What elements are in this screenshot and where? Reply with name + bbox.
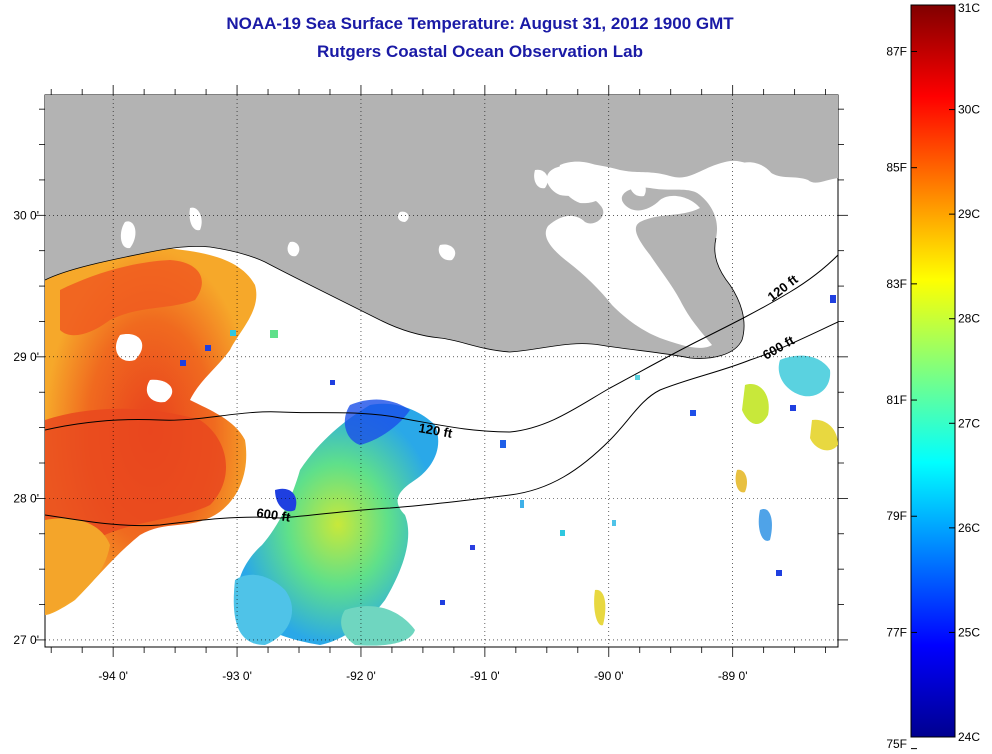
colorbar-label-f: 81F bbox=[886, 393, 907, 407]
colorbar-label-c: 25C bbox=[958, 625, 980, 639]
lat-label: 28 0' bbox=[13, 491, 39, 505]
colorbar-celsius-labels: 31C 30C 29C 28C 27C 26C 25C 24C bbox=[958, 1, 980, 744]
colorbar-label-f: 77F bbox=[886, 625, 907, 639]
chart-title: NOAA-19 Sea Surface Temperature: August … bbox=[226, 14, 734, 33]
contour-label-shallow: 120 ft bbox=[417, 420, 454, 441]
lon-label: -89 0' bbox=[718, 669, 748, 683]
colorbar-label-c: 24C bbox=[958, 730, 980, 744]
chart-subtitle: Rutgers Coastal Ocean Observation Lab bbox=[317, 42, 643, 61]
colorbar-label-f: 87F bbox=[886, 44, 907, 58]
sst-scattered-pixels bbox=[180, 295, 836, 605]
colorbar-label-c: 26C bbox=[958, 521, 980, 535]
contour-120ft bbox=[45, 254, 838, 433]
colorbar-label-c: 31C bbox=[958, 1, 980, 15]
sst-east-region bbox=[594, 355, 838, 626]
land-mass bbox=[45, 95, 838, 359]
colorbar-label-c: 29C bbox=[958, 207, 980, 221]
lat-label: 27 0' bbox=[13, 633, 39, 647]
colorbar bbox=[910, 4, 956, 738]
coastline bbox=[45, 237, 745, 359]
latitude-labels: 30 0' 29 0' 28 0' 27 0' bbox=[13, 208, 39, 647]
lon-label: -94 0' bbox=[98, 669, 128, 683]
sst-warm-region bbox=[45, 248, 257, 615]
colorbar-fahrenheit-labels: 87F 85F 83F 81F 79F 77F 75F bbox=[886, 44, 907, 751]
lon-label: -90 0' bbox=[594, 669, 624, 683]
colorbar-label-f: 83F bbox=[886, 277, 907, 291]
colorbar-label-c: 28C bbox=[958, 312, 980, 326]
lat-label: 29 0' bbox=[13, 350, 39, 364]
map-grid bbox=[45, 95, 838, 647]
longitude-labels: -94 0' -93 0' -92 0' -91 0' -90 0' -89 0' bbox=[98, 669, 747, 683]
lon-label: -93 0' bbox=[222, 669, 252, 683]
map-ticks bbox=[35, 85, 848, 657]
colorbar-label-f: 85F bbox=[886, 161, 907, 175]
colorbar-ticks bbox=[911, 4, 955, 750]
land-lakes bbox=[120, 161, 775, 263]
contour-label-deep: 600 ft bbox=[256, 505, 292, 525]
colorbar-label-c: 30C bbox=[958, 103, 980, 117]
colorbar-label-f: 79F bbox=[886, 509, 907, 523]
contour-600ft bbox=[45, 321, 838, 527]
lat-label: 30 0' bbox=[13, 208, 39, 222]
lon-label: -92 0' bbox=[346, 669, 376, 683]
colorbar-label-c: 27C bbox=[958, 416, 980, 430]
colorbar-label-f: 75F bbox=[886, 737, 907, 751]
sst-cool-region bbox=[233, 399, 439, 646]
lon-label: -91 0' bbox=[470, 669, 500, 683]
